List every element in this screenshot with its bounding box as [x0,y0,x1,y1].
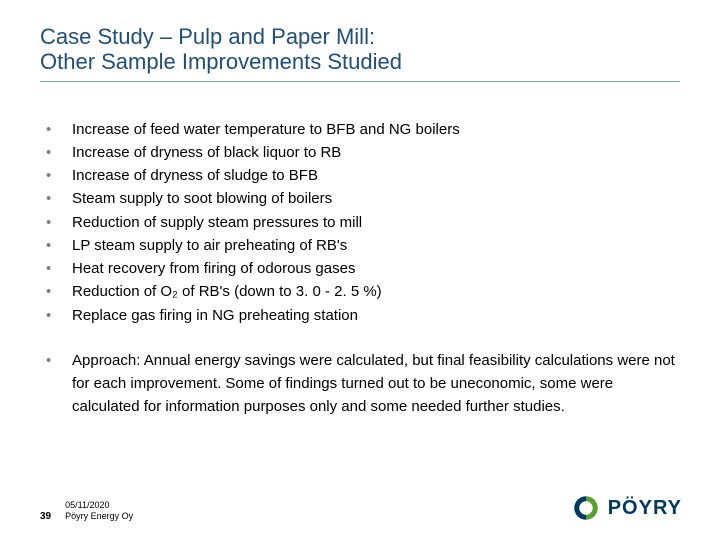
slide-title: Case Study – Pulp and Paper Mill: Other … [40,24,680,75]
list-item: •Heat recovery from firing of odorous ga… [46,257,680,280]
title-underline [40,81,680,82]
spacer [46,327,680,349]
bullet-dot-icon: • [46,164,72,187]
bullet-dot-icon: • [46,280,72,303]
list-item: •Increase of dryness of sludge to BFB [46,164,680,187]
bullet-dot-icon: • [46,304,72,327]
title-line-1: Case Study – Pulp and Paper Mill: [40,24,375,49]
bullet-dot-icon: • [46,234,72,257]
list-item: •Steam supply to soot blowing of boilers [46,187,680,210]
list-item-text: Heat recovery from firing of odorous gas… [72,257,680,280]
approach-list: •Approach: Annual energy savings were ca… [46,349,680,419]
list-item-text: Steam supply to soot blowing of boilers [72,187,680,210]
content-area: •Increase of feed water temperature to B… [40,118,680,419]
list-item: •Increase of dryness of black liquor to … [46,141,680,164]
footer-org: Pöyry Energy Oy [65,511,133,522]
list-item-text: Increase of dryness of black liquor to R… [72,141,680,164]
list-item-text: Increase of dryness of sludge to BFB [72,164,680,187]
footer-meta: 05/11/2020 Pöyry Energy Oy [65,500,133,523]
logo-text: PÖYRY [608,497,682,520]
footer-date: 05/11/2020 [65,500,133,511]
list-item: •Replace gas firing in NG preheating sta… [46,304,680,327]
approach-text: Approach: Annual energy savings were cal… [72,349,680,419]
slide: Case Study – Pulp and Paper Mill: Other … [0,0,720,540]
logo-mark-icon [572,494,600,522]
list-item-text: Reduction of O₂ of RB's (down to 3. 0 - … [72,280,680,303]
page-number: 39 [40,512,51,522]
bullet-dot-icon: • [46,349,72,419]
list-item-text: Replace gas firing in NG preheating stat… [72,304,680,327]
list-item-text: LP steam supply to air preheating of RB'… [72,234,680,257]
list-item-text: Reduction of supply steam pressures to m… [72,211,680,234]
bullet-dot-icon: • [46,257,72,280]
bullet-dot-icon: • [46,141,72,164]
list-item-text: Increase of feed water temperature to BF… [72,118,680,141]
footer: 39 05/11/2020 Pöyry Energy Oy [40,500,133,523]
improvements-list: •Increase of feed water temperature to B… [46,118,680,327]
list-item: •Reduction of O₂ of RB's (down to 3. 0 -… [46,280,680,303]
bullet-dot-icon: • [46,187,72,210]
list-item: •LP steam supply to air preheating of RB… [46,234,680,257]
list-item: •Increase of feed water temperature to B… [46,118,680,141]
list-item: •Approach: Annual energy savings were ca… [46,349,680,419]
company-logo: PÖYRY [572,494,682,522]
title-line-2: Other Sample Improvements Studied [40,49,402,74]
list-item: •Reduction of supply steam pressures to … [46,211,680,234]
bullet-dot-icon: • [46,211,72,234]
bullet-dot-icon: • [46,118,72,141]
